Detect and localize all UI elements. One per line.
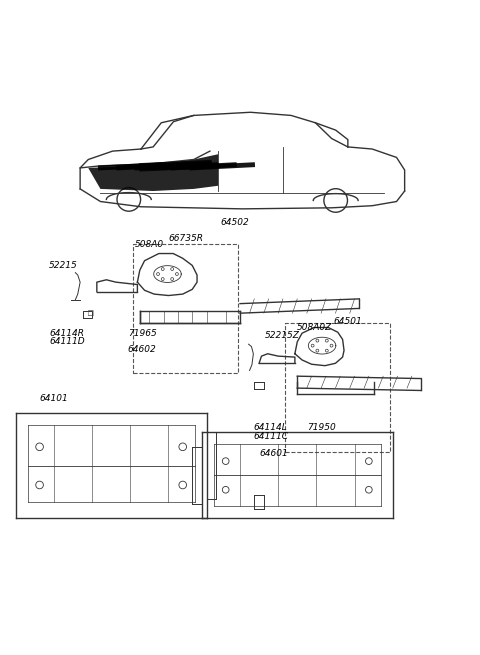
Text: 64502: 64502 (221, 218, 250, 227)
Text: 64601: 64601 (259, 449, 288, 458)
Text: 52215: 52215 (49, 261, 78, 270)
Text: 508A0Z: 508A0Z (297, 324, 333, 332)
Text: □: □ (83, 310, 94, 316)
Text: 66735R: 66735R (168, 234, 204, 242)
Text: 52215Z: 52215Z (265, 331, 300, 340)
Text: 64101: 64101 (39, 394, 68, 403)
Text: 64111D: 64111D (49, 337, 85, 346)
Text: 508A0: 508A0 (135, 240, 164, 250)
Bar (285, 323, 390, 451)
Polygon shape (88, 155, 218, 191)
Bar (132, 244, 238, 373)
Text: 64501: 64501 (333, 316, 362, 326)
Text: 64114R: 64114R (49, 329, 84, 337)
Text: 71965: 71965 (128, 329, 156, 337)
Text: 64114L: 64114L (253, 423, 287, 432)
Text: 71950: 71950 (307, 423, 336, 432)
Text: 64111C: 64111C (253, 432, 288, 441)
Text: 64602: 64602 (128, 345, 156, 354)
